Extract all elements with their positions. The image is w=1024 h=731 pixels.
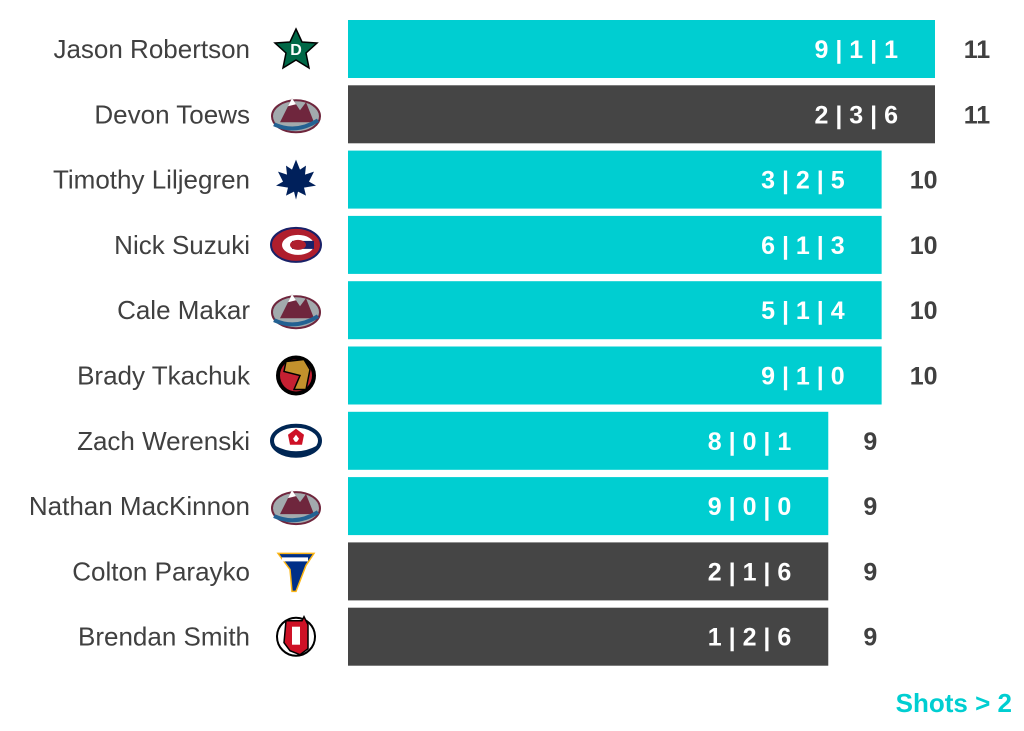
player-name-label: Cale Makar — [117, 295, 250, 325]
colorado-avalanche-icon — [271, 294, 321, 330]
bar-row: Brady Tkachuk 9 | 1 | 0 10 — [77, 346, 938, 405]
bar-total-label: 9 — [863, 624, 877, 652]
bar-total-label: 9 — [863, 558, 877, 586]
bar-row: Cale Makar 5 | 1 | 4 10 — [117, 281, 938, 340]
player-name-label: Zach Werenski — [77, 426, 250, 456]
bar-breakdown-label: 5 | 1 | 4 — [761, 297, 845, 325]
chart-footnote: Shots > 2 — [895, 688, 1012, 718]
bar-total-label: 10 — [910, 167, 938, 195]
st-louis-blues-icon — [276, 552, 316, 593]
bar-breakdown-label: 2 | 1 | 6 — [708, 558, 791, 586]
bar-breakdown-label: 9 | 1 | 1 — [815, 36, 899, 64]
toronto-maple-leafs-icon — [276, 159, 316, 200]
bar-breakdown-label: 9 | 0 | 0 — [708, 493, 791, 521]
bar-total-label: 9 — [863, 493, 877, 521]
bar — [348, 542, 829, 601]
bar-row: Jason Robertson D 9 | 1 | 1 11 — [53, 20, 990, 78]
columbus-blue-jackets-icon — [270, 423, 322, 458]
bar-total-label: 9 — [863, 428, 877, 456]
bar — [348, 150, 882, 209]
player-name-label: Nick Suzuki — [114, 230, 250, 260]
player-name-label: Brady Tkachuk — [77, 361, 251, 391]
bar — [348, 346, 882, 405]
ottawa-senators-icon — [276, 355, 316, 396]
bar-breakdown-label: 9 | 1 | 0 — [761, 363, 844, 391]
player-name-label: Jason Robertson — [53, 34, 250, 64]
player-name-label: Devon Toews — [94, 99, 250, 129]
player-name-label: Colton Parayko — [72, 556, 250, 586]
bar-row: Devon Toews 2 | 3 | 6 11 — [94, 85, 991, 144]
dallas-stars-icon: D — [273, 27, 319, 70]
colorado-avalanche-icon — [271, 98, 321, 134]
bar — [348, 85, 935, 144]
bar-breakdown-label: 8 | 0 | 1 — [708, 428, 792, 456]
bar-row: Timothy Liljegren 3 | 2 | 5 10 — [53, 150, 938, 209]
player-name-label: Timothy Liljegren — [53, 165, 250, 195]
bar — [348, 477, 829, 536]
bar-breakdown-label: 1 | 2 | 6 — [708, 624, 791, 652]
bar-row: Nathan MacKinnon 9 | 0 | 0 9 — [29, 477, 877, 536]
bar — [348, 411, 829, 470]
bar-row: Brendan Smith 1 | 2 | 6 9 — [78, 607, 877, 666]
bar-breakdown-label: 6 | 1 | 3 — [761, 232, 844, 260]
player-name-label: Nathan MacKinnon — [29, 491, 250, 521]
bar-total-label: 10 — [910, 232, 938, 260]
bar — [348, 20, 935, 78]
bar-breakdown-label: 2 | 3 | 6 — [815, 101, 898, 129]
bar — [348, 215, 882, 274]
bar-row: Colton Parayko 2 | 1 | 6 9 — [72, 542, 877, 601]
bar-breakdown-label: 3 | 2 | 5 — [761, 167, 845, 195]
new-jersey-devils-icon — [276, 615, 316, 657]
bar-row: Zach Werenski 8 | 0 | 1 9 — [77, 411, 877, 470]
bar-row: Nick Suzuki 6 | 1 | 3 10 — [114, 215, 938, 274]
bar-total-label: 10 — [910, 363, 938, 391]
bar-total-label: 11 — [964, 101, 991, 129]
svg-text:D: D — [290, 42, 302, 59]
bar-total-label: 11 — [964, 36, 991, 64]
bar-total-label: 10 — [910, 297, 938, 325]
colorado-avalanche-icon — [271, 490, 321, 526]
player-name-label: Brendan Smith — [78, 622, 250, 652]
bar — [348, 607, 829, 666]
montreal-canadiens-icon — [270, 226, 322, 263]
bar — [348, 281, 882, 340]
